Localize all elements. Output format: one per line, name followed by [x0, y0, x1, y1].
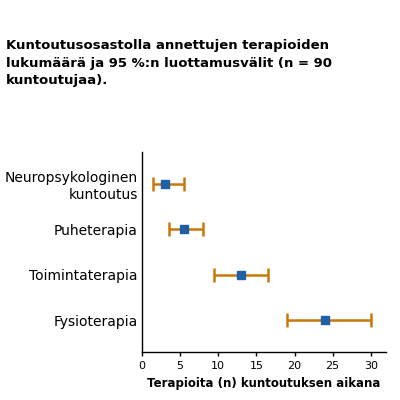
Text: Kuntoutusosastolla annettujen terapioiden
lukumäärä ja 95 %:n luottamusvälit (n : Kuntoutusosastolla annettujen terapioide… — [6, 39, 332, 87]
X-axis label: Terapioita (n) kuntoutuksen aikana: Terapioita (n) kuntoutuksen aikana — [147, 376, 381, 390]
Text: KUVIO 1.: KUVIO 1. — [6, 10, 82, 24]
